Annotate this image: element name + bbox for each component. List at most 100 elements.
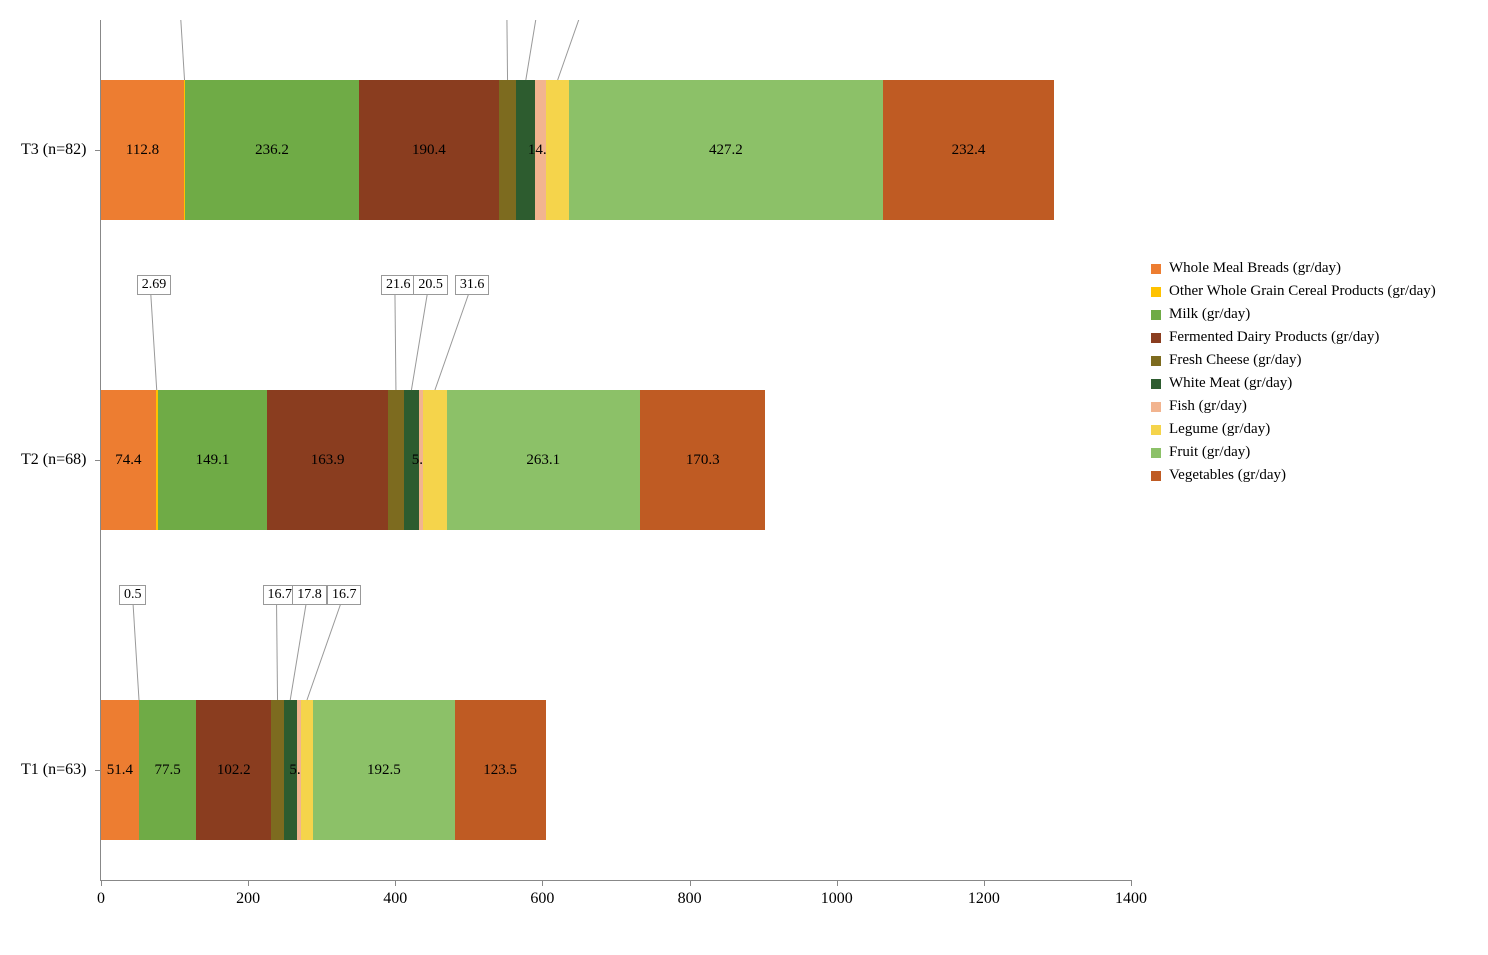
callout-label: 17.8 (292, 585, 327, 605)
legend-swatch (1151, 287, 1161, 297)
legend-swatch (1151, 448, 1161, 458)
category-label: T3 (n=82) (21, 141, 86, 159)
legend-item-milk: Milk (gr/day) (1151, 306, 1436, 323)
legend-item-fresh_cheese: Fresh Cheese (gr/day) (1151, 352, 1436, 369)
legend-swatch (1151, 333, 1161, 343)
bar-segment-fresh_cheese (271, 700, 283, 840)
x-tick (248, 880, 249, 886)
segment-value-label: 427.2 (709, 142, 743, 159)
x-tick-label: 200 (236, 890, 260, 908)
x-tick-label: 1200 (968, 890, 1000, 908)
bar-segment-fruit: 263.1 (447, 390, 641, 530)
segment-value-label: 74.4 (115, 452, 141, 469)
callout-label: 16.7 (327, 585, 362, 605)
bar-segment-fermented_dairy: 163.9 (267, 390, 388, 530)
segment-value-label: 112.8 (126, 142, 159, 159)
segment-value-label: 102.2 (217, 762, 251, 779)
x-tick-label: 0 (97, 890, 105, 908)
legend-item-vegetables: Vegetables (gr/day) (1151, 467, 1436, 484)
x-tick (1131, 880, 1132, 886)
legend-swatch (1151, 356, 1161, 366)
legend-label: Fermented Dairy Products (gr/day) (1169, 329, 1379, 346)
category-label: T1 (n=63) (21, 761, 86, 779)
x-tick (542, 880, 543, 886)
x-tick (984, 880, 985, 886)
legend-label: Milk (gr/day) (1169, 306, 1250, 323)
segment-value-label: 190.4 (412, 142, 446, 159)
bar-segment-fermented_dairy: 190.4 (359, 80, 499, 220)
segment-value-label: 170.3 (686, 452, 720, 469)
legend-label: White Meat (gr/day) (1169, 375, 1292, 392)
legend-swatch (1151, 425, 1161, 435)
segment-value-label: 123.5 (483, 762, 517, 779)
legend-label: Other Whole Grain Cereal Products (gr/da… (1169, 283, 1436, 300)
bar-segment-fruit: 427.2 (569, 80, 883, 220)
bar-segment-fresh_cheese (499, 80, 516, 220)
legend-item-white_meat: White Meat (gr/day) (1151, 375, 1436, 392)
callout-label: 21.6 (381, 275, 416, 295)
legend-swatch (1151, 264, 1161, 274)
x-tick (101, 880, 102, 886)
bar-segment-vegetables: 123.5 (455, 700, 546, 840)
segment-value-label: 236.2 (255, 142, 289, 159)
bar-segment-milk: 77.5 (139, 700, 196, 840)
x-tick-label: 1400 (1115, 890, 1147, 908)
callout-label: 0.5 (119, 585, 147, 605)
callout-label: 20.5 (413, 275, 448, 295)
legend-item-other_whole_grain: Other Whole Grain Cereal Products (gr/da… (1151, 283, 1436, 300)
bar-segment-fermented_dairy: 102.2 (196, 700, 271, 840)
bar-segment-legume (546, 80, 568, 220)
legend-label: Fish (gr/day) (1169, 398, 1247, 415)
bar-segment-vegetables: 170.3 (640, 390, 765, 530)
bar-segment-whole_meal_breads: 112.8 (101, 80, 184, 220)
legend-item-fruit: Fruit (gr/day) (1151, 444, 1436, 461)
segment-value-label: 192.5 (367, 762, 401, 779)
segment-value-label: 163.9 (311, 452, 345, 469)
legend: Whole Meal Breads (gr/day) Other Whole Gr… (1151, 260, 1436, 490)
segment-value-label: 232.4 (952, 142, 986, 159)
chart-area: 0200400600800100012001400T3 (n=82)112.82… (20, 20, 1131, 881)
bar-row: 112.8 236.2 190.4 14.9 427.2 232.4 (101, 80, 1054, 220)
bar-segment-whole_meal_breads: 51.4 (101, 700, 139, 840)
legend-swatch (1151, 402, 1161, 412)
bar-segment-legume (301, 700, 313, 840)
x-tick (395, 880, 396, 886)
legend-label: Legume (gr/day) (1169, 421, 1270, 438)
bar-row: 51.477.5102.25.5192.5123.5 (101, 700, 546, 840)
legend-swatch (1151, 471, 1161, 481)
bar-row: 74.4149.1163.95.9263.1170.3 (101, 390, 765, 530)
segment-value-label: 263.1 (526, 452, 560, 469)
bar-segment-fresh_cheese (388, 390, 404, 530)
legend-label: Fruit (gr/day) (1169, 444, 1250, 461)
legend-label: Whole Meal Breads (gr/day) (1169, 260, 1341, 277)
x-tick-label: 1000 (821, 890, 853, 908)
x-tick-label: 400 (383, 890, 407, 908)
bar-segment-whole_meal_breads: 74.4 (101, 390, 156, 530)
callout-label: 2.69 (137, 275, 172, 295)
segment-value-label: 51.4 (107, 762, 133, 779)
chart-container: 0200400600800100012001400T3 (n=82)112.82… (20, 20, 1468, 881)
legend-item-legume: Legume (gr/day) (1151, 421, 1436, 438)
x-tick (690, 880, 691, 886)
bar-segment-milk: 236.2 (185, 80, 359, 220)
segment-value-label: 77.5 (155, 762, 181, 779)
legend-label: Fresh Cheese (gr/day) (1169, 352, 1301, 369)
bar-segment-fish: 14.9 (535, 80, 546, 220)
legend-swatch (1151, 310, 1161, 320)
bar-segment-fruit: 192.5 (313, 700, 455, 840)
legend-item-fermented_dairy: Fermented Dairy Products (gr/day) (1151, 329, 1436, 346)
legend-label: Vegetables (gr/day) (1169, 467, 1286, 484)
bar-segment-vegetables: 232.4 (883, 80, 1054, 220)
bar-segment-legume (423, 390, 446, 530)
callout-label: 31.6 (455, 275, 490, 295)
x-tick-label: 600 (530, 890, 554, 908)
legend-item-fish: Fish (gr/day) (1151, 398, 1436, 415)
legend-item-whole_meal_breads: Whole Meal Breads (gr/day) (1151, 260, 1436, 277)
legend-swatch (1151, 379, 1161, 389)
segment-value-label: 149.1 (196, 452, 230, 469)
x-tick-label: 800 (678, 890, 702, 908)
bar-segment-milk: 149.1 (158, 390, 268, 530)
category-label: T2 (n=68) (21, 451, 86, 469)
plot-area: 0200400600800100012001400T3 (n=82)112.82… (100, 20, 1131, 881)
x-tick (837, 880, 838, 886)
